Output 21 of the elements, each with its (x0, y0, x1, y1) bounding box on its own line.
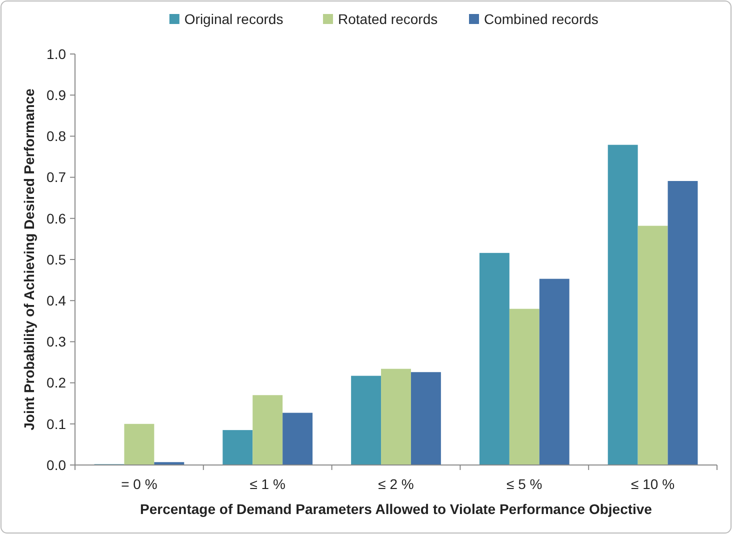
y-tick-label: 0.5 (46, 251, 66, 268)
x-tick-label: ≤ 5 % (506, 476, 542, 492)
y-tick-label: 0.1 (46, 416, 66, 432)
x-tick-label: = 0 % (121, 476, 158, 492)
y-tick-label: 0.6 (46, 210, 66, 226)
legend-label: Combined records (484, 11, 598, 27)
y-tick-label: 1.0 (46, 46, 66, 62)
x-tick-label: ≤ 2 % (378, 476, 414, 492)
legend-label: Original records (184, 11, 284, 27)
y-tick-label: 0.8 (46, 128, 66, 144)
y-tick-label: 0.3 (46, 334, 66, 350)
y-tick-label: 0.9 (46, 87, 66, 103)
x-tick-label: ≤ 10 % (631, 476, 675, 492)
y-axis-title: Joint Probability of Achieving Desired Performance (21, 88, 37, 430)
y-tick-label: 0.7 (46, 169, 66, 186)
y-tick-label: 0.0 (46, 456, 66, 473)
x-axis-title: Percentage of Demand Parameters Allowed to Violate Performance Objective (140, 501, 652, 517)
legend-label: Rotated records (338, 11, 438, 27)
x-tick-label: ≤ 1 % (250, 476, 286, 492)
y-tick-label: 0.4 (46, 292, 66, 308)
y-tick-label: 0.2 (46, 374, 66, 391)
